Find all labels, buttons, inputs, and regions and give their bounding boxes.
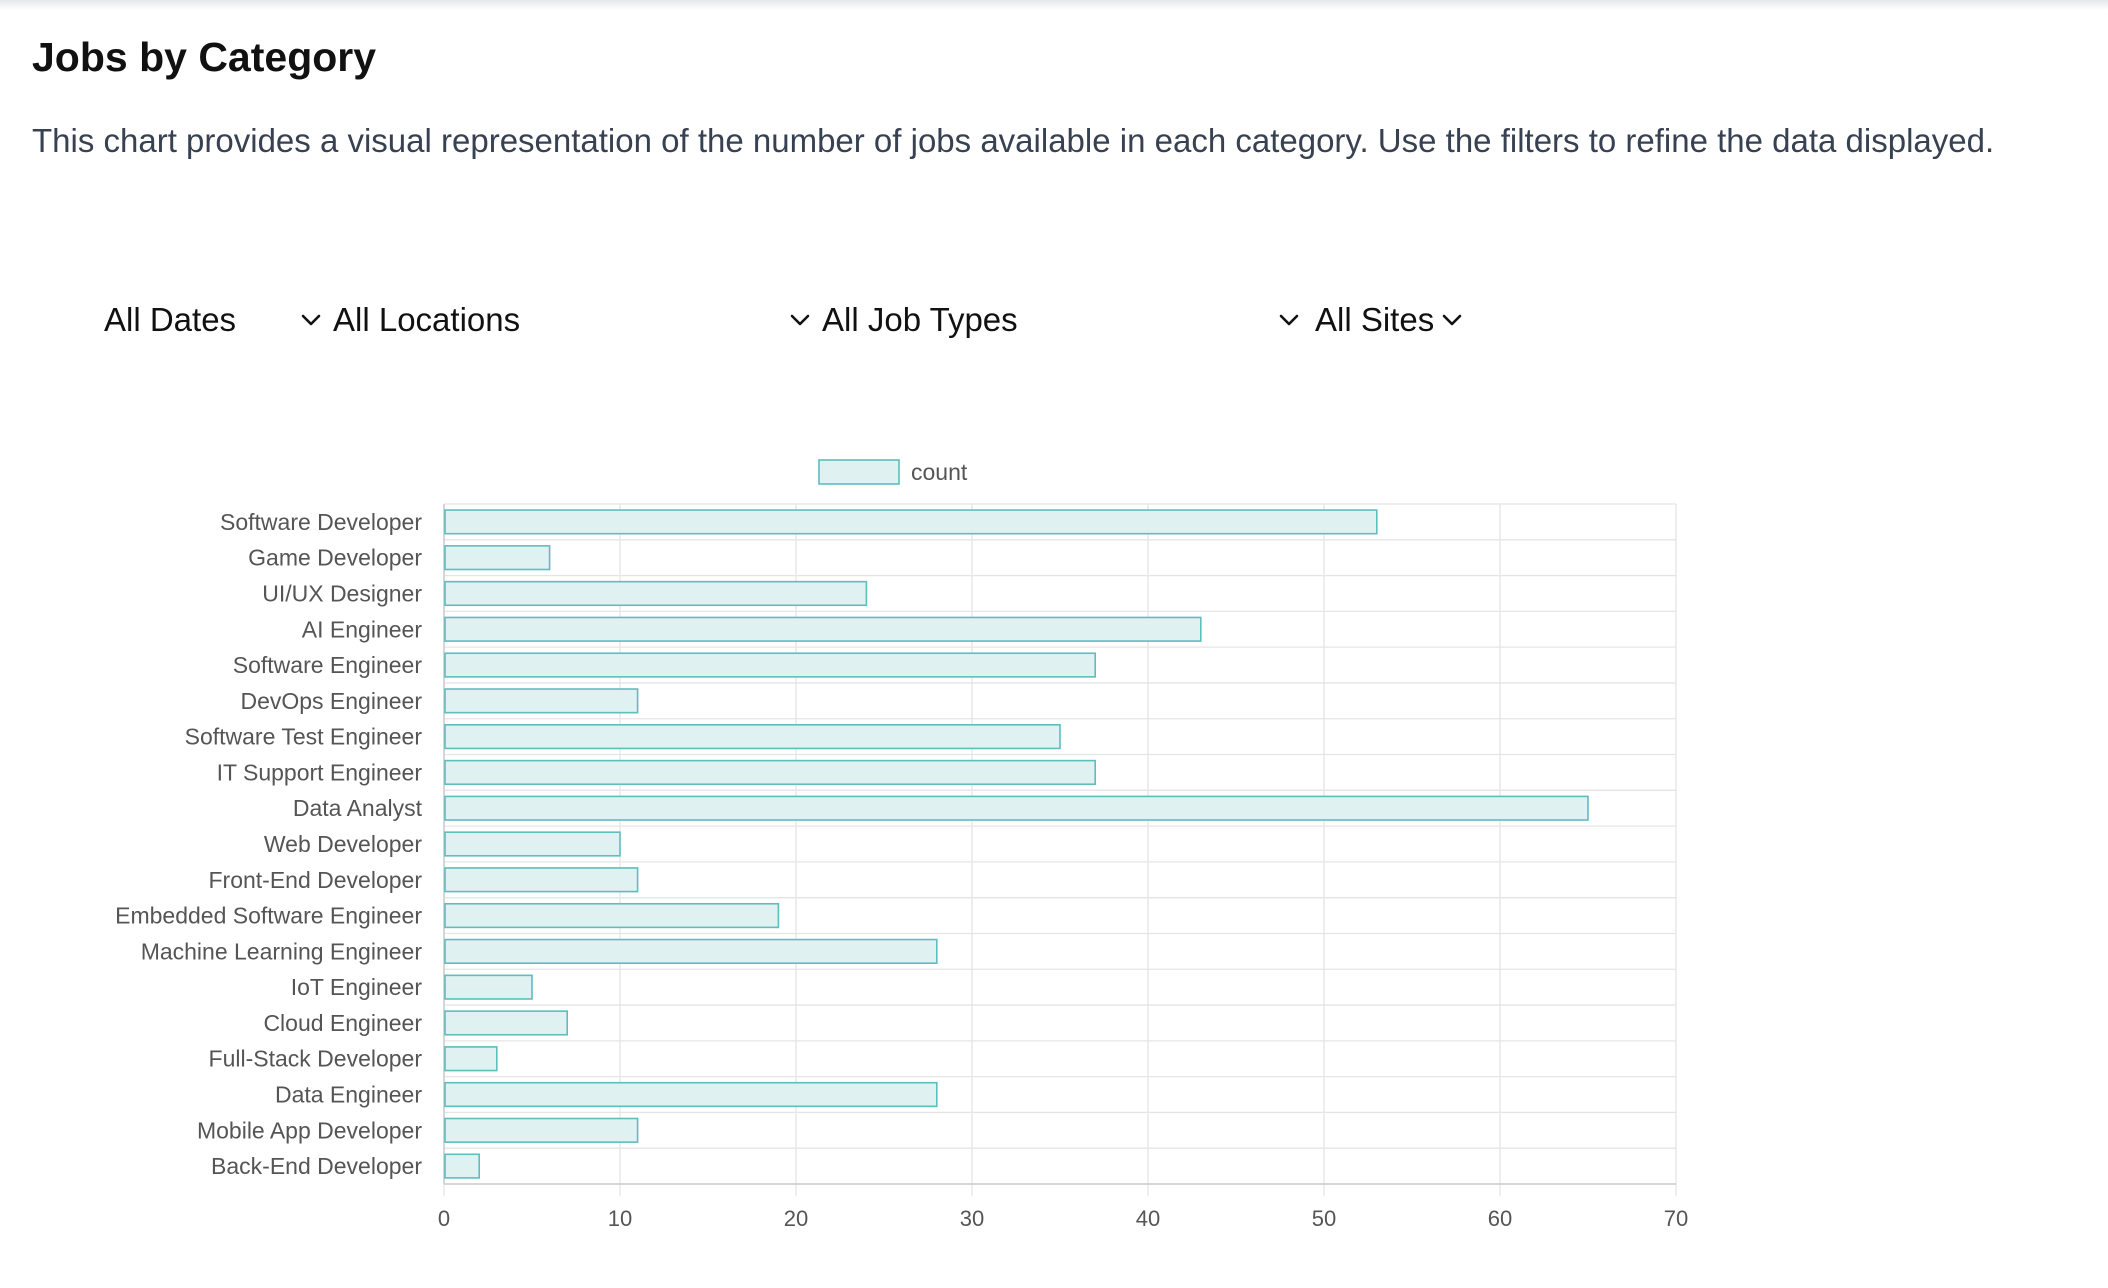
locations-filter-label: All Locations — [333, 301, 521, 338]
bar[interactable] — [444, 795, 1589, 821]
chevron-down-icon — [301, 314, 321, 326]
x-tick-label: 40 — [1136, 1206, 1160, 1231]
page-description: This chart provides a visual representat… — [32, 122, 1995, 159]
y-tick-label: Full-Stack Developer — [209, 1046, 423, 1072]
dates-filter-label: All Dates — [104, 301, 237, 338]
bar[interactable] — [444, 867, 639, 893]
y-tick-label: DevOps Engineer — [240, 688, 422, 714]
x-tick-label: 70 — [1664, 1206, 1688, 1231]
y-tick-label: Embedded Software Engineer — [115, 903, 422, 929]
bar[interactable] — [444, 1046, 498, 1072]
bar[interactable] — [444, 831, 621, 857]
bar[interactable] — [444, 724, 1061, 750]
y-tick-label: IT Support Engineer — [217, 759, 423, 785]
y-tick-label: Cloud Engineer — [263, 1010, 422, 1036]
x-tick-label: 60 — [1488, 1206, 1512, 1231]
y-tick-label: Front-End Developer — [209, 867, 423, 893]
chevron-down-icon — [790, 314, 810, 326]
legend-label: count — [911, 459, 968, 485]
top-shadow — [0, 0, 2108, 10]
sites-filter-label: All Sites — [1315, 301, 1435, 338]
y-tick-label: Machine Learning Engineer — [141, 938, 423, 964]
bar[interactable] — [444, 1117, 639, 1143]
dates-filter[interactable]: All Dates — [104, 298, 322, 342]
bar[interactable] — [444, 902, 780, 929]
y-tick-label: Data Analyst — [293, 795, 423, 821]
bar[interactable] — [444, 974, 533, 1000]
x-tick-label: 10 — [608, 1206, 632, 1231]
bar[interactable] — [444, 580, 868, 607]
y-tick-label: Game Developer — [248, 545, 422, 571]
y-tick-label: Web Developer — [264, 831, 422, 857]
x-tick-label: 20 — [784, 1206, 808, 1231]
bar[interactable] — [444, 759, 1097, 786]
y-tick-label: Software Developer — [220, 509, 422, 535]
job-types-filter-label: All Job Types — [822, 301, 1018, 338]
x-tick-label: 50 — [1312, 1206, 1336, 1231]
page-title: Jobs by Category — [32, 34, 377, 80]
jobs-by-category-chart: Software Developer Game Developer UI/UX De… — [115, 459, 1688, 1231]
bar[interactable] — [444, 652, 1097, 678]
bar[interactable] — [444, 1010, 568, 1036]
chevron-down-icon — [1442, 314, 1462, 326]
y-tick-label: Software Test Engineer — [185, 724, 423, 750]
y-tick-label: Mobile App Developer — [197, 1117, 422, 1143]
bar[interactable] — [444, 545, 551, 571]
locations-filter[interactable]: All Locations — [333, 298, 811, 342]
bar[interactable] — [444, 1081, 938, 1108]
y-tick-label: IoT Engineer — [291, 974, 423, 1000]
y-tick-label: Data Engineer — [275, 1082, 422, 1108]
x-tick-label: 30 — [960, 1206, 984, 1231]
sites-filter[interactable]: All Sites — [1315, 298, 1463, 342]
y-tick-label: UI/UX Designer — [262, 580, 422, 606]
y-tick-label: Software Engineer — [233, 652, 423, 678]
x-tick-label: 0 — [438, 1206, 450, 1231]
chevron-down-icon — [1279, 314, 1299, 326]
bar[interactable] — [444, 938, 938, 964]
job-types-filter[interactable]: All Job Types — [822, 298, 1300, 342]
bar[interactable] — [444, 509, 1378, 535]
y-tick-label: Back-End Developer — [211, 1153, 422, 1179]
bar[interactable] — [444, 1153, 481, 1179]
legend-swatch — [818, 459, 900, 485]
y-tick-label: AI Engineer — [302, 616, 423, 642]
bar[interactable] — [444, 616, 1202, 642]
bar[interactable] — [444, 688, 639, 714]
